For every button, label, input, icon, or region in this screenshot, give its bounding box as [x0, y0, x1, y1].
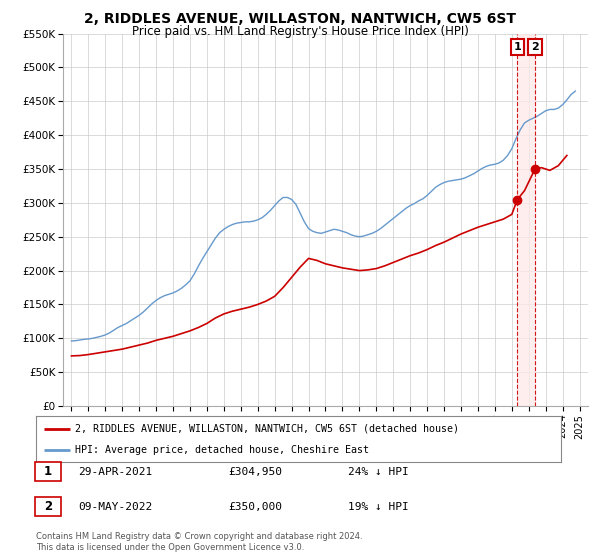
Text: HPI: Average price, detached house, Cheshire East: HPI: Average price, detached house, Ches… — [76, 445, 370, 455]
Text: 19% ↓ HPI: 19% ↓ HPI — [348, 502, 409, 512]
Text: 1: 1 — [44, 465, 52, 478]
Text: 2, RIDDLES AVENUE, WILLASTON, NANTWICH, CW5 6ST: 2, RIDDLES AVENUE, WILLASTON, NANTWICH, … — [84, 12, 516, 26]
Text: 24% ↓ HPI: 24% ↓ HPI — [348, 466, 409, 477]
Bar — [517, 34, 535, 406]
Text: 09-MAY-2022: 09-MAY-2022 — [78, 502, 152, 512]
Text: 29-APR-2021: 29-APR-2021 — [78, 466, 152, 477]
Text: 2: 2 — [44, 500, 52, 514]
Text: 2, RIDDLES AVENUE, WILLASTON, NANTWICH, CW5 6ST (detached house): 2, RIDDLES AVENUE, WILLASTON, NANTWICH, … — [76, 424, 460, 434]
Text: Contains HM Land Registry data © Crown copyright and database right 2024.: Contains HM Land Registry data © Crown c… — [36, 532, 362, 541]
Text: 2: 2 — [531, 42, 539, 52]
Text: 1: 1 — [514, 42, 521, 52]
Text: Price paid vs. HM Land Registry's House Price Index (HPI): Price paid vs. HM Land Registry's House … — [131, 25, 469, 38]
Text: This data is licensed under the Open Government Licence v3.0.: This data is licensed under the Open Gov… — [36, 543, 304, 552]
Text: £350,000: £350,000 — [228, 502, 282, 512]
Text: £304,950: £304,950 — [228, 466, 282, 477]
